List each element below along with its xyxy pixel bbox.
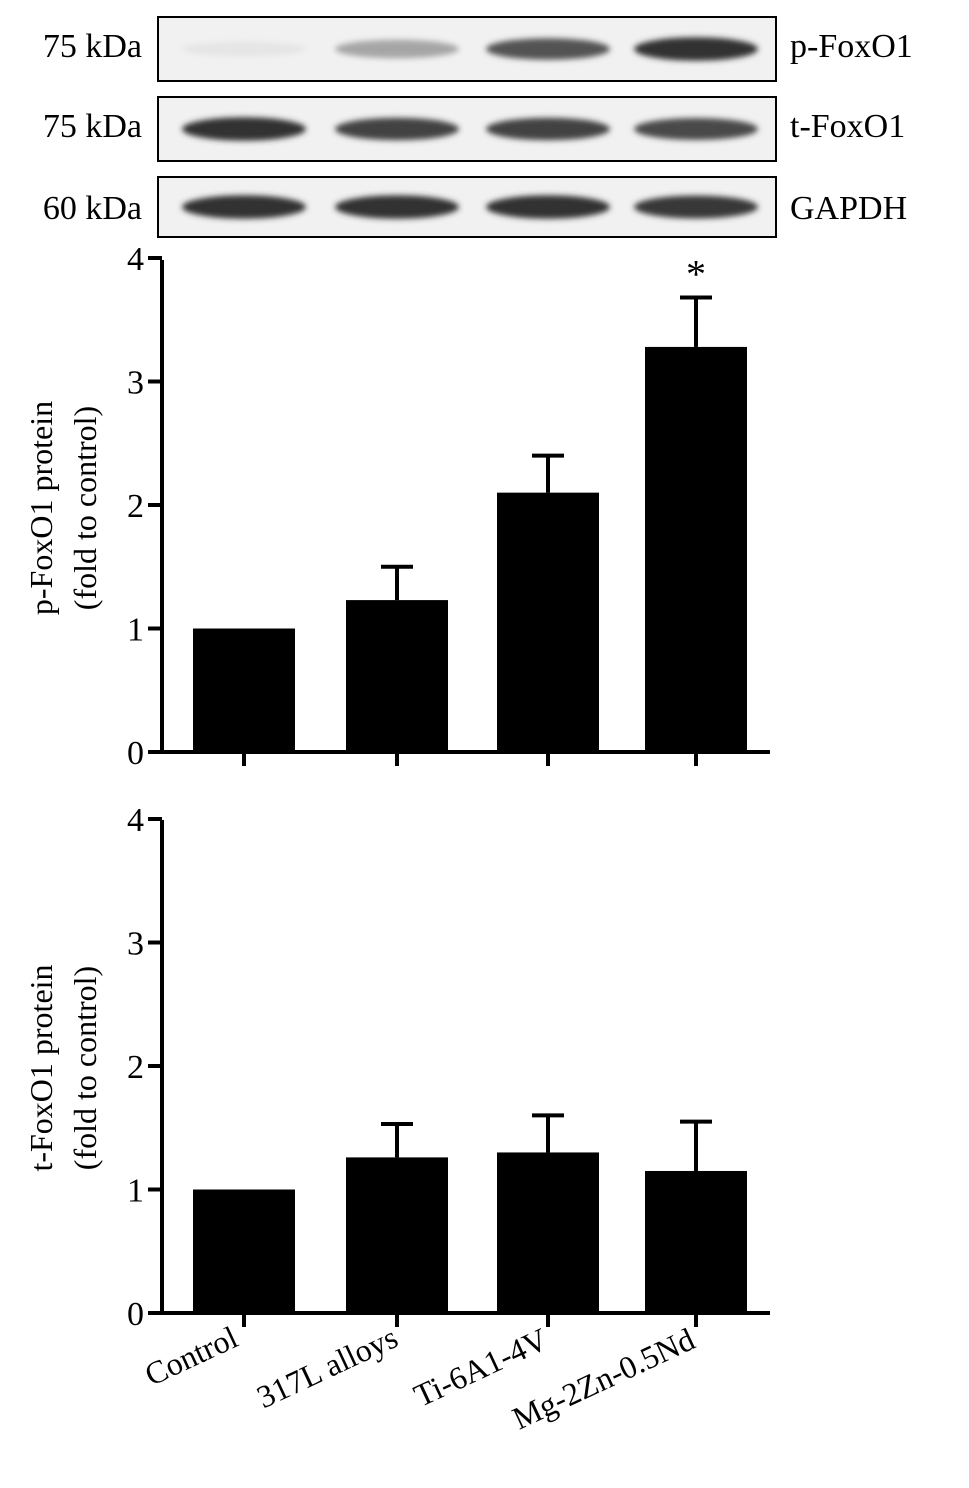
significance-marker: * (686, 252, 706, 297)
y-axis-title-line2: (fold to control) (67, 406, 103, 610)
protein-label: t-FoxO1 (790, 108, 905, 145)
bar (497, 1152, 599, 1313)
marker-label: 75 kDa (43, 28, 142, 65)
blot-band (335, 195, 459, 219)
y-tick-label: 3 (127, 365, 144, 402)
blot-band (335, 117, 459, 141)
protein-label: GAPDH (790, 190, 907, 227)
y-axis-title-line1: t-FoxO1 protein (23, 964, 59, 1171)
blot-row-t-foxo1: 75 kDa t-FoxO1 (43, 96, 905, 162)
band-group (182, 117, 758, 141)
blot-band (486, 38, 610, 60)
protein-label: p-FoxO1 (790, 28, 913, 65)
marker-label: 75 kDa (43, 108, 142, 145)
blot-band (335, 39, 459, 59)
blot-band (182, 195, 306, 219)
bars (193, 1113, 747, 1313)
band-group (182, 37, 758, 61)
blot-band (182, 117, 306, 141)
y-axis-title-line1: p-FoxO1 protein (23, 401, 59, 615)
y-tick-label: 3 (127, 926, 144, 963)
t-foxo1-bar-chart: t-FoxO1 protein (fold to control) 0 1 2 3 4 (23, 802, 770, 1333)
y-ticks: 0 1 2 3 4 (127, 802, 162, 1333)
bar (645, 1170, 747, 1313)
category-label: 317L alloys (251, 1319, 403, 1415)
marker-label: 60 kDa (43, 190, 142, 227)
blot-row-p-foxo1: 75 kDa p-FoxO1 (43, 16, 913, 82)
blot-band (182, 41, 306, 57)
bar (193, 1189, 295, 1313)
y-tick-label: 4 (127, 802, 144, 839)
band-group (182, 195, 758, 219)
western-blot: 75 kDa p-FoxO1 75 kDa t-FoxO1 60 kDa GAP… (43, 16, 913, 238)
bar (193, 628, 295, 752)
y-axis-title-line2: (fold to control) (67, 966, 103, 1170)
blot-band (634, 37, 758, 61)
y-tick-label: 2 (127, 488, 144, 525)
blot-band (486, 117, 610, 141)
bar (346, 600, 448, 752)
y-tick-label: 0 (127, 735, 144, 772)
bar (645, 346, 747, 752)
y-tick-label: 0 (127, 1296, 144, 1333)
y-tick-label: 1 (127, 612, 144, 649)
x-ticks (242, 752, 698, 766)
bar (497, 492, 599, 752)
blot-row-gapdh: 60 kDa GAPDH (43, 176, 907, 238)
y-tick-label: 4 (127, 241, 144, 278)
bars: * (193, 252, 747, 752)
p-foxo1-bar-chart: p-FoxO1 protein (fold to control) 01234 … (23, 241, 770, 772)
y-tick-label: 2 (127, 1049, 144, 1086)
y-ticks: 0 1 2 3 4 (127, 241, 162, 772)
bar (346, 1157, 448, 1313)
blot-band (634, 195, 758, 219)
blot-band (486, 195, 610, 219)
y-tick-label: 1 (127, 1173, 144, 1210)
category-label: Control (139, 1319, 243, 1393)
x-ticks (242, 1313, 698, 1327)
blot-band (634, 118, 758, 140)
